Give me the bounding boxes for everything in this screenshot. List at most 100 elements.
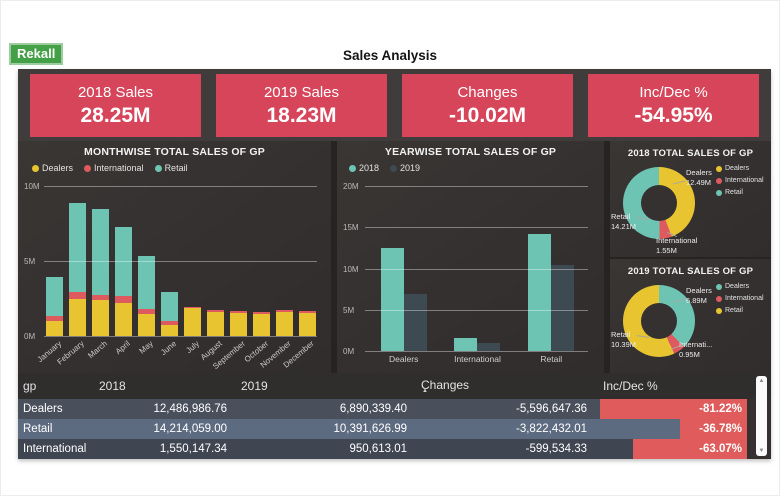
bar-november[interactable] xyxy=(276,310,293,336)
axis-tick-label: 10M xyxy=(343,264,359,274)
kpi-label: Changes xyxy=(457,83,518,101)
bar-segment-international xyxy=(184,306,201,309)
cell-gp: International xyxy=(23,443,87,455)
table-row-retail[interactable]: Retail 14,214,059.00 10,391,626.99 -3,822,4… xyxy=(18,419,747,439)
bar-segment-dealers xyxy=(69,299,86,336)
legend-label: International xyxy=(94,163,144,173)
cell-2019: 10,391,626.99 xyxy=(333,423,407,435)
donut-2019-panel: 2019 TOTAL SALES OF GP Dealers Internatio… xyxy=(610,257,771,373)
legend-item-dealers[interactable]: Dealers xyxy=(716,283,764,290)
donut-2018-panel: 2018 TOTAL SALES OF GP Dealers Internatio… xyxy=(610,141,771,257)
bar-2018-international xyxy=(454,338,478,351)
axis-tick-label: 5M xyxy=(343,305,355,315)
incdec-value: -81.22% xyxy=(699,403,742,415)
column-header-2018[interactable]: 2018 xyxy=(99,379,126,393)
bar-segment-international xyxy=(299,310,316,313)
bar-segment-dealers xyxy=(138,313,155,336)
x-label-slot: April xyxy=(113,338,132,372)
donut-2019-chart[interactable] xyxy=(623,285,695,357)
bar-segment-international xyxy=(115,296,132,303)
grid-line xyxy=(365,268,588,270)
legend-item-retail[interactable]: Retail xyxy=(716,189,764,196)
monthwise-panel: MONTHWISE TOTAL SALES OF GP Dealers Inter… xyxy=(18,141,331,373)
sort-ascending-icon: ▲ xyxy=(422,388,428,394)
bar-segment-retail xyxy=(92,209,109,295)
bar-july[interactable] xyxy=(184,306,201,336)
donut-2018-chart[interactable] xyxy=(623,167,695,239)
x-label-slot: December xyxy=(282,338,316,372)
column-header-gp[interactable]: gp xyxy=(23,379,37,393)
yearwise-title: YEARWISE TOTAL SALES OF GP xyxy=(384,146,557,158)
bar-group-retail[interactable]: Retail xyxy=(528,186,575,373)
cell-2019: 950,613.01 xyxy=(349,443,407,455)
x-axis-label: June xyxy=(158,339,178,358)
legend-item-dealers[interactable]: Dealers xyxy=(32,163,73,173)
bar-segment-international xyxy=(253,312,270,314)
kpi-strip: 2018 Sales 28.25M 2019 Sales 18.23M Changes -… xyxy=(18,69,771,141)
category-label: International xyxy=(454,354,501,364)
legend-label: Retail xyxy=(725,307,743,314)
cell-gp: Dealers xyxy=(23,403,63,415)
x-axis-label: April xyxy=(113,339,132,357)
legend-item-2018[interactable]: 2018 xyxy=(349,163,379,173)
bar-segment-international xyxy=(161,320,178,325)
axis-tick-label: 15M xyxy=(343,223,359,233)
axis-tick-label: 0M xyxy=(24,332,36,341)
x-label-slot: June xyxy=(158,338,178,372)
kpi-value: 28.25M xyxy=(80,103,151,127)
legend-item-retail[interactable]: Retail xyxy=(154,163,188,173)
table-row-dealers[interactable]: Dealers 12,486,986.76 6,890,339.40 -5,596,6… xyxy=(18,399,747,419)
incdec-data-bar xyxy=(600,399,747,419)
bar-june[interactable] xyxy=(161,292,178,336)
grid-line xyxy=(44,336,317,337)
bar-segment-international xyxy=(230,311,247,313)
legend-item-2019[interactable]: 2019 xyxy=(390,163,420,173)
cell-2019: 6,890,339.40 xyxy=(339,403,407,415)
legend-item-dealers[interactable]: Dealers xyxy=(716,165,764,172)
table-scrollbar[interactable]: ▲ ▼ xyxy=(756,376,767,456)
bar-2019-dealers xyxy=(403,294,427,351)
column-header-2019[interactable]: 2019 xyxy=(241,379,268,393)
category-label: Dealers xyxy=(389,354,419,364)
legend-item-international[interactable]: International xyxy=(716,295,764,302)
bar-segment-retail xyxy=(46,276,63,316)
bar-april[interactable] xyxy=(115,227,132,336)
bar-group-dealers[interactable]: Dealers xyxy=(380,186,427,373)
bar-august[interactable] xyxy=(207,310,224,336)
table-row-international[interactable]: International 1,550,147.34 950,613.01 -599,… xyxy=(18,439,747,459)
legend-item-international[interactable]: International xyxy=(716,177,764,184)
x-axis-label: May xyxy=(137,339,155,356)
legend-item-international[interactable]: International xyxy=(84,163,144,173)
bar-may[interactable] xyxy=(138,255,155,336)
bar-september[interactable] xyxy=(230,311,247,336)
donut-callout-international: International 1.55M xyxy=(656,236,698,255)
bar-group-international[interactable]: International xyxy=(454,186,501,373)
legend-item-retail[interactable]: Retail xyxy=(716,307,764,314)
column-header-changes[interactable]: Changes ▲ xyxy=(415,373,597,399)
bar-january[interactable] xyxy=(46,276,63,336)
incdec-value: -63.07% xyxy=(699,443,742,455)
bar-march[interactable] xyxy=(92,209,109,336)
grid-line xyxy=(44,261,317,262)
donut-2019-legend: Dealers International Retail xyxy=(716,283,764,314)
legend-label: 2019 xyxy=(400,163,421,173)
scroll-up-icon[interactable]: ▲ xyxy=(758,378,765,384)
scroll-down-icon[interactable]: ▼ xyxy=(758,448,765,454)
legend-dot xyxy=(716,177,722,184)
kpi-card-3[interactable]: Changes -10.02M xyxy=(402,74,573,137)
bar-february[interactable] xyxy=(69,203,86,336)
page-title: Sales Analysis xyxy=(342,48,438,63)
kpi-card-1[interactable]: 2018 Sales 28.25M xyxy=(30,74,201,137)
bar-october[interactable] xyxy=(253,312,270,336)
kpi-card-4[interactable]: Inc/Dec % -54.95% xyxy=(588,74,759,137)
cell-2018: 14,214,059.00 xyxy=(153,423,227,435)
kpi-card-2[interactable]: 2019 Sales 18.23M xyxy=(216,74,387,137)
kpi-label: 2019 Sales xyxy=(263,83,340,101)
incdec-data-bar xyxy=(632,439,747,459)
bar-december[interactable] xyxy=(299,310,316,336)
kpi-value: 18.23M xyxy=(266,103,337,127)
cell-2018: 12,486,986.76 xyxy=(153,403,227,415)
column-header-incdec[interactable]: Inc/Dec % xyxy=(603,379,658,393)
legend-dot xyxy=(716,295,722,302)
bar-segment-retail xyxy=(138,255,155,309)
